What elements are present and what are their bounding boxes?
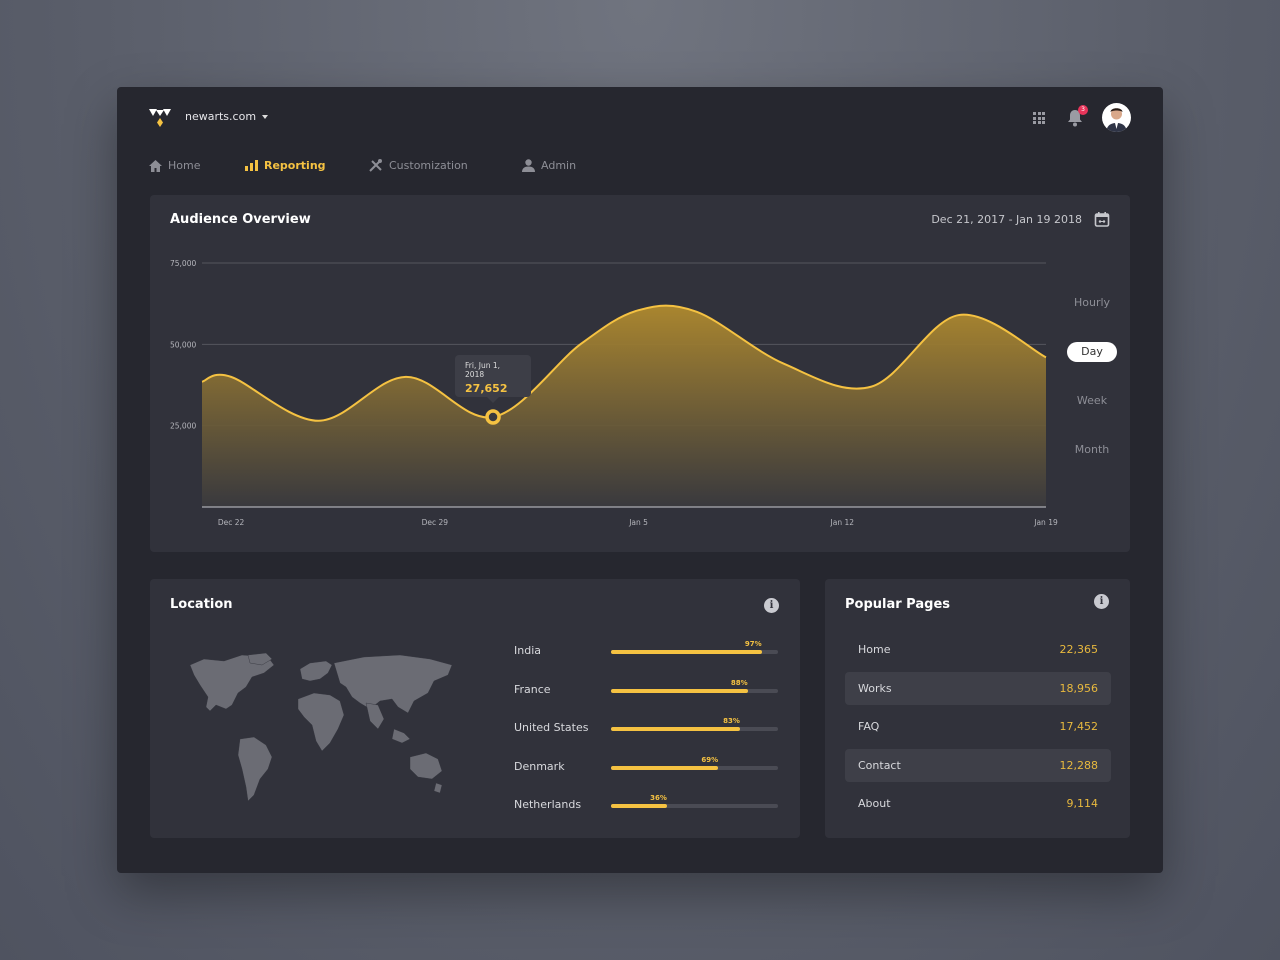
date-range[interactable]: Dec 21, 2017 - Jan 19 2018 bbox=[931, 213, 1082, 226]
audience-area-chart: 25,000 50,000 75,000 Dec 22 Dec 29 Jan 5 Jan 1… bbox=[170, 259, 1058, 527]
granularity-month[interactable]: Month bbox=[1074, 443, 1110, 456]
bar-chart-icon bbox=[245, 160, 258, 171]
progress-fill bbox=[611, 765, 719, 770]
y-tick-label: 25,000 bbox=[170, 422, 196, 431]
page-name: FAQ bbox=[858, 720, 880, 733]
country-name: Netherlands bbox=[514, 798, 582, 811]
page-views: 18,956 bbox=[1059, 681, 1099, 695]
tab-label: Reporting bbox=[264, 159, 326, 172]
country-row: Netherlands 36% bbox=[514, 794, 784, 814]
granularity-day[interactable]: Day bbox=[1067, 342, 1117, 362]
granularity-hourly[interactable]: Hourly bbox=[1073, 296, 1111, 309]
x-tick-label: Jan 5 bbox=[628, 518, 648, 527]
area-fill bbox=[202, 305, 1046, 507]
country-percent: 83% bbox=[723, 717, 740, 725]
tab-admin[interactable]: Admin bbox=[522, 159, 576, 172]
popular-pages-panel: Popular Pages i Home 22,365 Works 18,956 FAQ… bbox=[825, 579, 1130, 838]
x-tick-label: Jan 12 bbox=[830, 518, 855, 527]
page-name: Works bbox=[858, 681, 892, 695]
country-row: France 88% bbox=[514, 679, 784, 699]
series-line bbox=[201, 304, 1047, 422]
tab-reporting[interactable]: Reporting bbox=[245, 159, 326, 172]
tab-label: Customization bbox=[389, 159, 468, 172]
country-percent: 88% bbox=[730, 678, 748, 687]
info-icon[interactable]: i bbox=[1094, 594, 1109, 609]
country-name: India bbox=[514, 644, 541, 657]
page-name: Home bbox=[858, 643, 891, 656]
panel-title: Popular Pages bbox=[845, 597, 950, 612]
y-tick-label: 75,000 bbox=[170, 259, 196, 268]
y-tick-label: 50,000 bbox=[170, 340, 196, 349]
site-name: newarts.com bbox=[185, 110, 257, 123]
chart-tooltip: Fri, Jun 1, 2018 27,652 bbox=[455, 355, 532, 404]
country-percent: 69% bbox=[701, 755, 719, 764]
country-row: United States 83% bbox=[514, 717, 784, 737]
country-row: India 97% bbox=[514, 640, 784, 660]
country-percent: 97% bbox=[744, 640, 762, 648]
page-views: 9,114 bbox=[1066, 797, 1099, 810]
page-row[interactable]: Contact 12,288 bbox=[845, 748, 1111, 782]
tooltip-date: Fri, Jun 1, 2018 bbox=[465, 361, 500, 380]
x-tick-label: Dec 29 bbox=[422, 518, 449, 527]
progress-fill bbox=[611, 650, 762, 654]
panel-title: Audience Overview bbox=[170, 212, 311, 227]
tab-label: Home bbox=[168, 159, 201, 172]
brand-logo bbox=[149, 109, 171, 127]
tab-customization[interactable]: Customization bbox=[369, 159, 468, 172]
highlight-point bbox=[485, 409, 501, 425]
chevron-down-icon bbox=[262, 114, 269, 119]
tab-label: Admin bbox=[541, 159, 577, 172]
panel-title: Location bbox=[170, 597, 233, 612]
granularity-week[interactable]: Week bbox=[1076, 394, 1108, 407]
country-name: Denmark bbox=[514, 759, 565, 773]
country-progress-bar: 88% bbox=[611, 679, 778, 693]
country-row: Denmark 69% bbox=[514, 756, 784, 776]
page-views: 22,365 bbox=[1059, 643, 1099, 656]
tooltip-value: 27,652 bbox=[465, 382, 508, 396]
country-percent: 36% bbox=[650, 794, 667, 802]
country-progress-bar: 97% bbox=[611, 640, 778, 654]
country-progress-bar: 69% bbox=[611, 756, 778, 770]
notifications-button[interactable]: 3 bbox=[1067, 105, 1088, 127]
page-name: Contact bbox=[858, 758, 901, 772]
calendar-icon[interactable] bbox=[1094, 211, 1110, 227]
page-row[interactable]: About 9,114 bbox=[845, 787, 1111, 820]
home-icon bbox=[149, 159, 162, 172]
user-icon bbox=[522, 159, 535, 172]
location-panel: Location i India 97% France 88% United Sta… bbox=[150, 579, 800, 838]
country-name: United States bbox=[514, 721, 589, 734]
country-name: France bbox=[514, 682, 551, 696]
apps-grid-icon[interactable] bbox=[1033, 112, 1045, 124]
page-name: About bbox=[858, 797, 891, 810]
country-progress-bar: 83% bbox=[611, 717, 778, 731]
progress-fill bbox=[611, 804, 667, 808]
x-tick-label: Dec 22 bbox=[218, 518, 245, 527]
page-row[interactable]: FAQ 17,452 bbox=[845, 710, 1111, 743]
tools-icon bbox=[369, 159, 382, 172]
progress-fill bbox=[611, 727, 740, 731]
country-progress-bar: 36% bbox=[611, 794, 778, 808]
avatar[interactable] bbox=[1102, 103, 1131, 132]
tab-home[interactable]: Home bbox=[149, 159, 200, 172]
page-views: 17,452 bbox=[1059, 720, 1099, 733]
page-views: 12,288 bbox=[1059, 758, 1099, 772]
page-row[interactable]: Works 18,956 bbox=[845, 671, 1111, 705]
page-row[interactable]: Home 22,365 bbox=[845, 633, 1111, 666]
info-icon[interactable]: i bbox=[764, 598, 779, 613]
notification-badge: 3 bbox=[1078, 105, 1088, 115]
world-map bbox=[189, 653, 453, 802]
progress-fill bbox=[611, 688, 748, 693]
site-selector[interactable]: newarts.com bbox=[185, 110, 269, 123]
audience-overview-panel: Audience Overview Dec 21, 2017 - Jan 19 … bbox=[150, 195, 1130, 552]
x-tick-label: Jan 19 bbox=[1033, 518, 1058, 527]
